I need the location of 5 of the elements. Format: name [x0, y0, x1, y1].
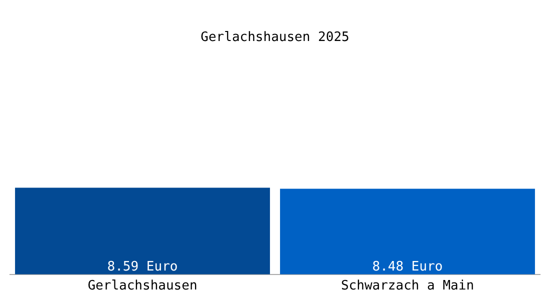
data-label: 8.59 Euro [107, 259, 178, 274]
data-label: 8.48 Euro [372, 259, 443, 274]
x-tick-label: Gerlachshausen [88, 278, 198, 294]
chart-title: Gerlachshausen 2025 [200, 30, 350, 46]
x-tick-label: Schwarzach a Main [340, 278, 474, 294]
